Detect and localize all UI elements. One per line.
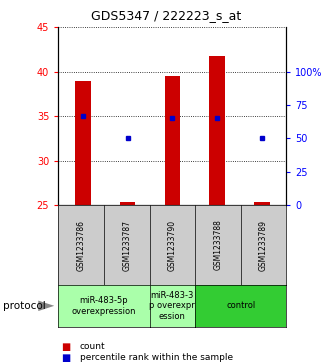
Bar bbox=[209, 56, 225, 205]
Text: GDS5347 / 222223_s_at: GDS5347 / 222223_s_at bbox=[91, 9, 242, 22]
Text: GSM1233790: GSM1233790 bbox=[168, 220, 177, 270]
Polygon shape bbox=[38, 301, 54, 311]
Text: miR-483-5p
overexpression: miR-483-5p overexpression bbox=[72, 296, 136, 315]
Text: GSM1233786: GSM1233786 bbox=[77, 220, 86, 270]
Text: control: control bbox=[226, 301, 255, 310]
Text: ■: ■ bbox=[62, 352, 71, 363]
Text: GSM1233787: GSM1233787 bbox=[122, 220, 131, 270]
Text: ■: ■ bbox=[62, 342, 71, 352]
Text: protocol: protocol bbox=[3, 301, 46, 311]
Text: GSM1233788: GSM1233788 bbox=[213, 220, 222, 270]
Bar bbox=[75, 81, 91, 205]
Text: miR-483-3
p overexpr
ession: miR-483-3 p overexpr ession bbox=[150, 291, 195, 321]
Bar bbox=[120, 203, 136, 205]
Text: percentile rank within the sample: percentile rank within the sample bbox=[80, 353, 233, 362]
Text: GSM1233789: GSM1233789 bbox=[259, 220, 268, 270]
Text: count: count bbox=[80, 342, 106, 351]
Bar bbox=[254, 201, 270, 205]
Bar bbox=[165, 76, 180, 205]
